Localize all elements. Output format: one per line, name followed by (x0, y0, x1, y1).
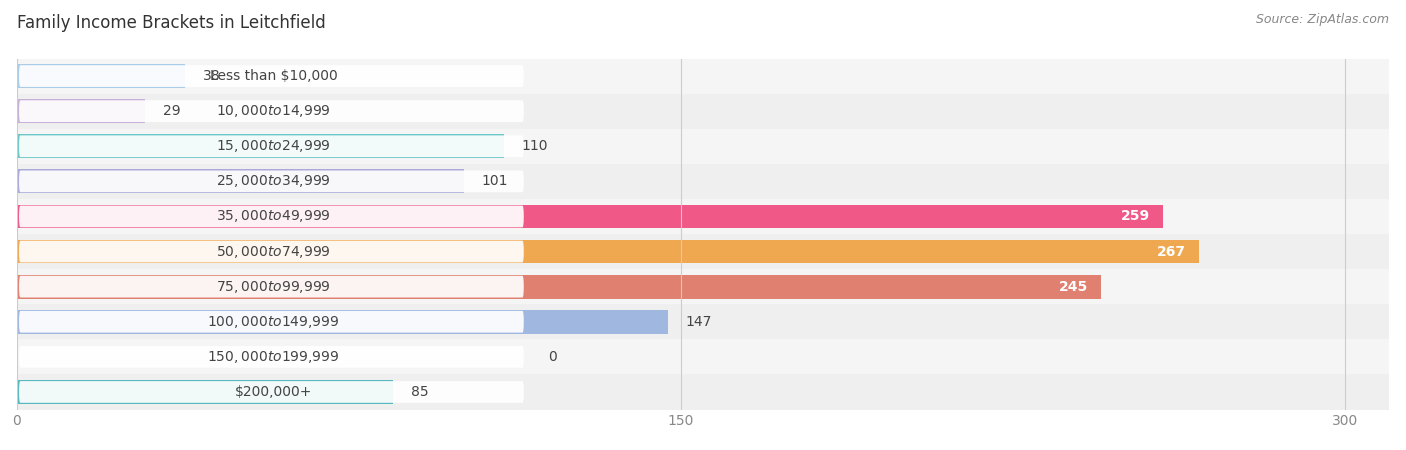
Bar (17, 339, 1389, 374)
FancyBboxPatch shape (20, 276, 524, 297)
Bar (17, 234, 1389, 269)
Text: $35,000 to $49,999: $35,000 to $49,999 (217, 208, 330, 225)
Bar (17, 274, 1101, 299)
Text: 110: 110 (522, 139, 548, 153)
Bar (17, 134, 503, 158)
Bar (17, 269, 1389, 304)
Text: 29: 29 (163, 104, 180, 118)
Bar (17, 164, 1389, 199)
Text: 38: 38 (202, 69, 221, 83)
Text: $200,000+: $200,000+ (235, 385, 312, 399)
Text: 101: 101 (482, 174, 508, 189)
FancyBboxPatch shape (20, 206, 524, 227)
FancyBboxPatch shape (20, 381, 524, 403)
Text: $150,000 to $199,999: $150,000 to $199,999 (208, 349, 340, 365)
Bar (17, 204, 1163, 229)
FancyBboxPatch shape (20, 135, 524, 157)
Text: 267: 267 (1157, 244, 1185, 259)
Text: 245: 245 (1059, 279, 1088, 294)
Text: 0: 0 (548, 350, 557, 364)
Text: $15,000 to $24,999: $15,000 to $24,999 (217, 138, 330, 154)
FancyBboxPatch shape (20, 65, 524, 87)
Text: $50,000 to $74,999: $50,000 to $74,999 (217, 243, 330, 260)
Bar (17, 304, 1389, 339)
Bar (17, 129, 1389, 164)
FancyBboxPatch shape (20, 171, 524, 192)
FancyBboxPatch shape (20, 311, 524, 333)
Bar (17, 310, 668, 334)
Text: $100,000 to $149,999: $100,000 to $149,999 (208, 314, 340, 330)
Text: 259: 259 (1121, 209, 1150, 224)
Text: Less than $10,000: Less than $10,000 (209, 69, 337, 83)
FancyBboxPatch shape (20, 346, 524, 368)
Bar (17, 380, 394, 404)
Bar (17, 239, 1199, 264)
FancyBboxPatch shape (20, 100, 524, 122)
Text: 147: 147 (685, 315, 711, 329)
FancyBboxPatch shape (20, 241, 524, 262)
Text: Source: ZipAtlas.com: Source: ZipAtlas.com (1256, 14, 1389, 27)
Bar (17, 58, 1389, 94)
Text: Family Income Brackets in Leitchfield: Family Income Brackets in Leitchfield (17, 14, 326, 32)
Bar (17, 99, 145, 123)
Text: $10,000 to $14,999: $10,000 to $14,999 (217, 103, 330, 119)
Bar (17, 94, 1389, 129)
Text: $25,000 to $34,999: $25,000 to $34,999 (217, 173, 330, 189)
Text: 85: 85 (411, 385, 429, 399)
Bar (17, 169, 464, 194)
Text: $75,000 to $99,999: $75,000 to $99,999 (217, 279, 330, 295)
Bar (17, 374, 1389, 410)
Bar (17, 64, 186, 88)
Bar (17, 199, 1389, 234)
